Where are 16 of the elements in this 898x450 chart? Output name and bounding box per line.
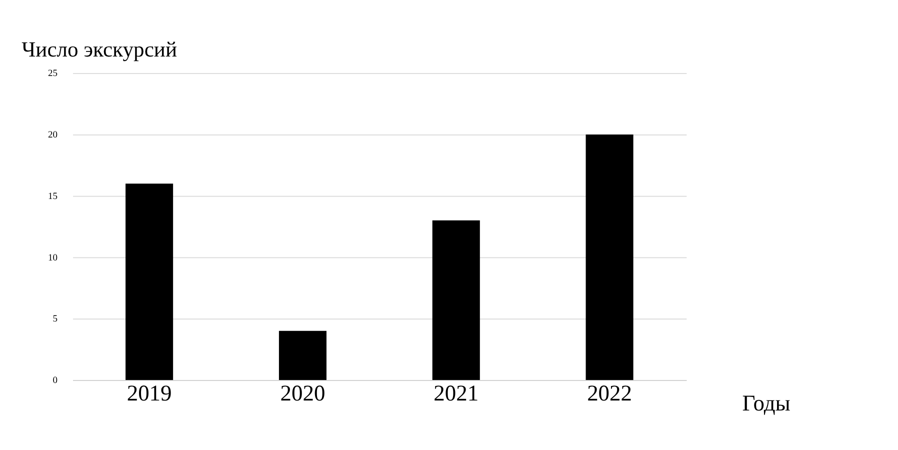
x-axis-title: Годы [742, 390, 790, 416]
chart-title: Число экскурсий [22, 38, 178, 62]
y-tick-label: 0 [52, 376, 58, 386]
bar [432, 220, 480, 380]
y-tick-label: 10 [48, 253, 58, 264]
y-tick-label: 5 [52, 314, 58, 325]
x-tick-label: 2020 [280, 380, 326, 406]
x-tick-label: 2019 [126, 380, 172, 406]
y-tick-label: 15 [48, 192, 58, 202]
bar [278, 330, 326, 380]
y-tick-label: 25 [48, 69, 58, 80]
x-tick-label: 2022 [587, 380, 632, 406]
x-tick-label: 2021 [434, 380, 479, 406]
bar [586, 134, 634, 380]
bar [126, 184, 174, 380]
y-tick-label: 20 [48, 130, 58, 141]
